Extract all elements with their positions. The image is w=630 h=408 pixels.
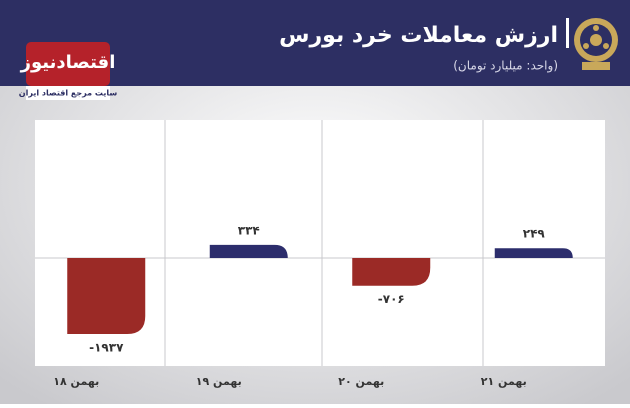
x-tick-label: ۲۱ بهمن — [481, 375, 527, 388]
brand-box — [26, 42, 110, 86]
chart-subtitle: (واحد: میلیارد تومان) — [453, 59, 558, 74]
value-label: -۷۰۶ — [378, 292, 405, 306]
title-bar — [566, 18, 569, 48]
x-tick-label: ۲۰ بهمن — [338, 375, 384, 388]
bar — [352, 258, 431, 286]
brand-name: اقتصادنیوز — [20, 52, 116, 73]
brand-tagline-box — [26, 86, 110, 100]
bar — [494, 248, 573, 258]
brand-tagline: سایت مرجع اقتصاد ایران — [19, 89, 118, 98]
chart-title: ارزش معاملات خرد بورس — [279, 23, 558, 48]
bar — [209, 244, 288, 258]
x-tick-label: ۱۸ بهمن — [53, 375, 99, 388]
value-label: ۲۴۹ — [523, 227, 546, 241]
bar — [67, 258, 146, 334]
x-tick-label: ۱۹ بهمن — [196, 375, 242, 388]
bourse-logo — [574, 18, 618, 70]
value-label: ۳۳۴ — [238, 223, 260, 237]
value-label: -۱۹۳۷ — [89, 341, 124, 355]
